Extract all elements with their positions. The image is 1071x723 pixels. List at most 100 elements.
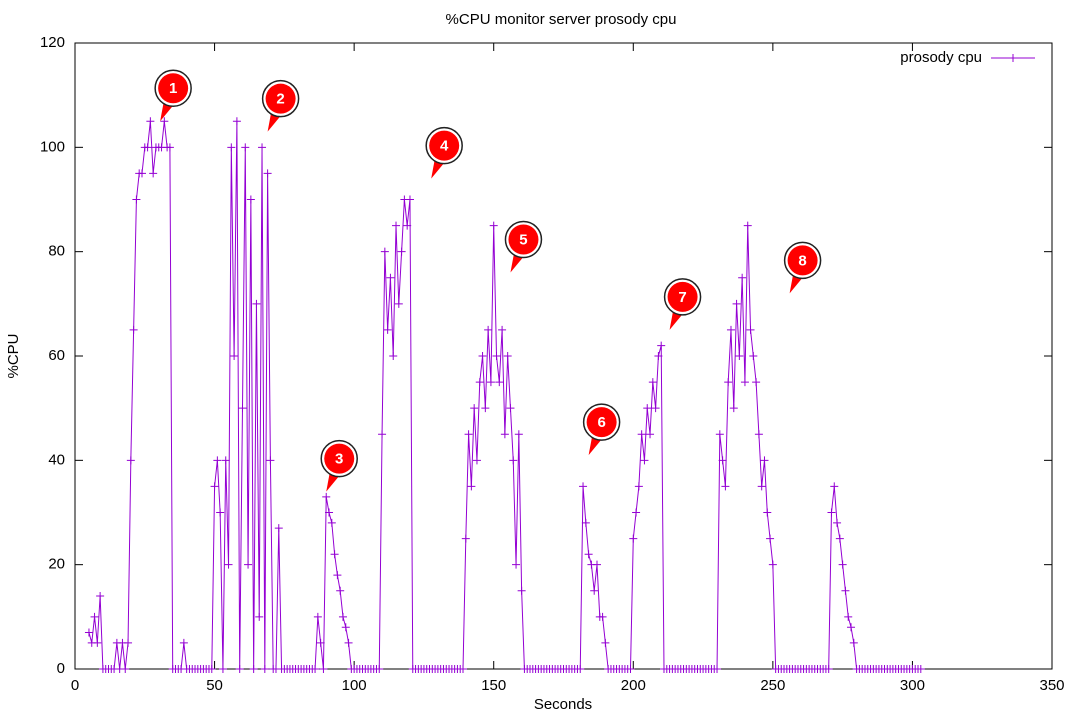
data-point bbox=[263, 169, 272, 178]
data-point bbox=[766, 534, 775, 543]
data-point bbox=[207, 665, 216, 673]
marker-disc bbox=[667, 281, 698, 312]
x-tick-label: 150 bbox=[481, 677, 506, 694]
data-point bbox=[392, 221, 401, 230]
marker-disc bbox=[508, 224, 539, 255]
data-point bbox=[732, 299, 741, 308]
marker-label: 1 bbox=[169, 80, 177, 97]
y-tick-label: 60 bbox=[48, 347, 65, 364]
data-point bbox=[598, 612, 607, 621]
data-point bbox=[824, 665, 833, 673]
data-point bbox=[486, 378, 495, 387]
data-point bbox=[93, 638, 102, 647]
marker-disc bbox=[265, 83, 296, 114]
data-point bbox=[218, 665, 227, 673]
data-point bbox=[380, 247, 389, 256]
data-point bbox=[503, 352, 512, 360]
data-point bbox=[386, 273, 395, 282]
data-point bbox=[258, 143, 267, 152]
y-tick-label: 120 bbox=[40, 34, 65, 51]
data-point bbox=[634, 482, 643, 491]
marker-label: 3 bbox=[335, 451, 343, 468]
data-point bbox=[763, 508, 772, 517]
data-point bbox=[746, 325, 755, 334]
data-point bbox=[461, 534, 470, 543]
legend-point bbox=[1009, 54, 1017, 62]
annotation-marker: 6 bbox=[582, 403, 621, 456]
data-point bbox=[149, 169, 158, 178]
data-point bbox=[464, 430, 473, 439]
data-point bbox=[646, 430, 655, 439]
data-point bbox=[129, 325, 138, 334]
data-point bbox=[721, 482, 730, 491]
data-point bbox=[252, 299, 261, 308]
annotation-marker: 3 bbox=[320, 439, 358, 492]
y-tick-label: 100 bbox=[40, 138, 65, 155]
data-point bbox=[319, 665, 328, 673]
data-point bbox=[640, 456, 649, 465]
marker-disc bbox=[324, 443, 355, 474]
marker-disc bbox=[787, 245, 818, 276]
data-point bbox=[916, 665, 925, 673]
data-point bbox=[489, 221, 498, 230]
annotation-marker: 7 bbox=[663, 278, 702, 330]
data-point bbox=[478, 352, 487, 360]
data-point bbox=[760, 456, 769, 465]
data-point bbox=[648, 378, 657, 387]
data-point bbox=[90, 612, 99, 621]
data-point bbox=[743, 221, 752, 230]
data-point bbox=[121, 665, 130, 673]
data-point bbox=[389, 352, 398, 360]
data-point bbox=[224, 560, 233, 569]
data-point bbox=[849, 638, 858, 647]
data-point bbox=[378, 430, 387, 439]
data-point bbox=[830, 482, 839, 491]
data-point bbox=[768, 560, 777, 569]
data-point bbox=[495, 378, 504, 387]
data-point bbox=[757, 482, 766, 491]
data-point bbox=[241, 143, 250, 152]
marker-label: 5 bbox=[519, 232, 527, 249]
data-point bbox=[470, 404, 479, 413]
data-point bbox=[260, 665, 269, 673]
data-point bbox=[841, 586, 850, 595]
x-axis-label: Seconds bbox=[534, 696, 592, 713]
data-point bbox=[827, 508, 836, 517]
annotation-marker: 8 bbox=[783, 241, 822, 294]
data-point bbox=[492, 352, 501, 360]
x-tick-label: 300 bbox=[900, 677, 925, 694]
data-point bbox=[626, 665, 635, 673]
data-point bbox=[338, 612, 347, 621]
data-point bbox=[506, 404, 515, 413]
data-point bbox=[847, 623, 856, 632]
data-point bbox=[143, 143, 152, 152]
data-point bbox=[726, 325, 735, 334]
data-point bbox=[467, 482, 476, 491]
data-point bbox=[729, 404, 738, 413]
data-point bbox=[132, 195, 141, 204]
data-point bbox=[403, 221, 412, 230]
data-point bbox=[375, 665, 384, 673]
data-point bbox=[274, 524, 283, 533]
data-point bbox=[735, 352, 744, 360]
data-point bbox=[592, 560, 601, 569]
data-line bbox=[88, 121, 921, 670]
data-point bbox=[405, 195, 414, 204]
data-point bbox=[718, 456, 727, 465]
data-point bbox=[517, 586, 526, 595]
data-point bbox=[179, 638, 188, 647]
data-point bbox=[266, 456, 275, 465]
data-point bbox=[754, 430, 763, 439]
legend-label: prosody cpu bbox=[900, 49, 982, 66]
annotation-marker: 1 bbox=[154, 69, 192, 122]
data-point bbox=[124, 638, 133, 647]
data-point bbox=[126, 456, 135, 465]
data-point bbox=[498, 325, 507, 334]
data-point bbox=[221, 456, 230, 465]
x-tick-label: 0 bbox=[71, 677, 79, 694]
marker-disc bbox=[158, 73, 189, 104]
marker-label: 6 bbox=[597, 414, 605, 431]
y-tick-label: 80 bbox=[48, 243, 65, 260]
data-point bbox=[637, 430, 646, 439]
